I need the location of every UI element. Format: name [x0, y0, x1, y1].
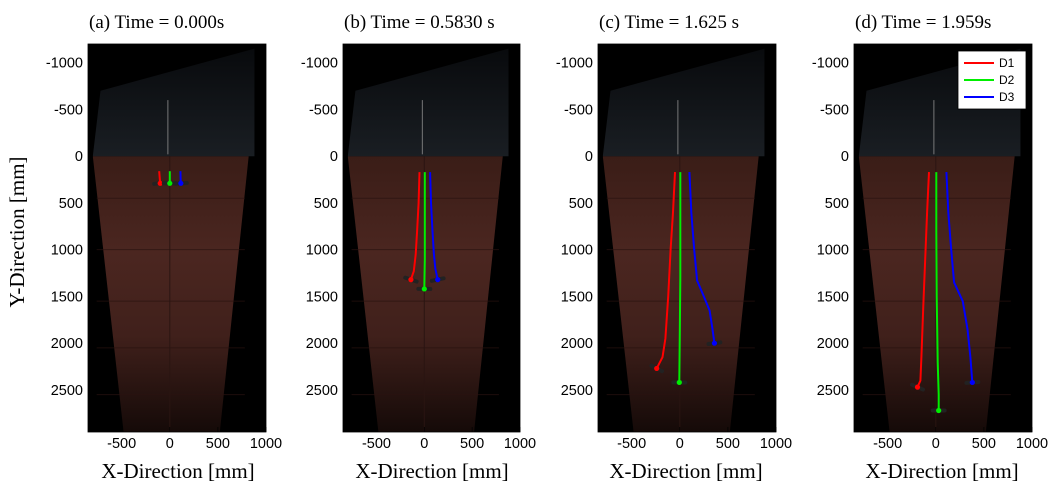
- x-tick-label: 0: [932, 436, 940, 452]
- series-line-d2: [678, 172, 682, 383]
- series-endpoint-d2: [421, 286, 427, 292]
- series-endpoint-d3: [178, 180, 184, 186]
- series-endpoint-d3: [435, 277, 441, 283]
- y-tick-label: -500: [564, 102, 593, 118]
- series-line-d2: [935, 172, 940, 411]
- series-line-d1: [409, 172, 421, 280]
- y-tick-label: -1000: [46, 56, 83, 72]
- x-axis-label-c: X-Direction [mm]: [609, 459, 762, 483]
- y-tick-label: -500: [820, 102, 849, 118]
- x-tick-label: -500: [107, 436, 136, 452]
- y-tick-label: 0: [585, 149, 593, 165]
- legend: D1 D2 D3: [957, 50, 1027, 110]
- background-wall: [602, 48, 765, 157]
- axes-frame: [342, 43, 521, 433]
- series-endpoint-d1: [654, 365, 660, 372]
- y-tick-label: 2000: [817, 336, 849, 352]
- y-tick-label: 1500: [306, 289, 338, 305]
- series-endpoint-d1: [408, 277, 414, 283]
- background-wall: [92, 48, 255, 157]
- x-tick-label: 1000: [1016, 436, 1048, 452]
- series-line-d1: [916, 172, 930, 388]
- x-tick-label: 0: [420, 436, 428, 452]
- panel-b: -1000 -500 0 500 1000 1500 2000 2500 -500 0 500 100…: [301, 12, 536, 452]
- y-tick-label: 1500: [817, 289, 849, 305]
- series-endpoint-d2: [676, 379, 682, 386]
- x-tick-label: 500: [716, 436, 740, 452]
- x-tick-label: 0: [166, 436, 174, 452]
- y-tick-label: 1000: [51, 243, 83, 259]
- y-tick-label: 500: [825, 196, 849, 212]
- x-tick-label: 500: [972, 436, 996, 452]
- x-tick-label: -500: [873, 436, 902, 452]
- y-tick-label: 1500: [51, 289, 83, 305]
- y-tick-label: 2000: [51, 336, 83, 352]
- wood-surface: [92, 156, 249, 433]
- x-tick-label: -500: [617, 436, 646, 452]
- axes-frame: [597, 43, 777, 433]
- y-tick-label: 2500: [817, 383, 849, 399]
- series-line-d2: [423, 172, 426, 290]
- y-tick-label: 500: [569, 196, 593, 212]
- y-tick-label: -500: [309, 102, 338, 118]
- axes-frame: [87, 43, 267, 433]
- x-tick-label: 500: [460, 436, 484, 452]
- y-tick-label: 0: [75, 149, 83, 165]
- series-endpoint-d2: [936, 407, 942, 414]
- panel-title: (c) Time = 1.625 s: [599, 12, 739, 33]
- series-endpoint-d3: [711, 340, 718, 346]
- y-tick-label: 0: [330, 149, 338, 165]
- series-endpoint-d3: [969, 379, 975, 386]
- panel-title: (d) Time = 1.959s: [855, 12, 991, 33]
- y-tick-label: -500: [54, 102, 83, 118]
- y-tick-label: -1000: [301, 56, 338, 72]
- y-tick-label: 2500: [561, 383, 593, 399]
- legend-label: D1: [999, 56, 1015, 70]
- background-wall: [347, 48, 509, 157]
- y-axis-label: Y-Direction [mm]: [5, 156, 29, 307]
- y-tick-label: 500: [59, 196, 83, 212]
- x-tick-label: 1000: [760, 436, 792, 452]
- x-axis-label-a: X-Direction [mm]: [101, 459, 254, 483]
- y-tick-label: 2000: [306, 336, 338, 352]
- axes-frame: [853, 43, 1033, 433]
- legend-label: D2: [999, 73, 1015, 87]
- legend-label: D3: [999, 90, 1015, 104]
- x-tick-label: 1000: [250, 436, 282, 452]
- y-tick-label: 1500: [561, 289, 593, 305]
- y-tick-label: -1000: [812, 56, 849, 72]
- series-endpoint-d1: [157, 180, 163, 186]
- y-tick-label: -1000: [556, 56, 593, 72]
- panel-title: (a) Time = 0.000s: [89, 12, 224, 33]
- y-tick-label: 2500: [306, 383, 338, 399]
- y-tick-label: 2000: [561, 336, 593, 352]
- series-endpoint-d2: [167, 180, 173, 186]
- x-tick-label: -500: [362, 436, 391, 452]
- y-tick-label: 500: [314, 196, 338, 212]
- series-line-d3: [688, 172, 716, 344]
- y-tick-label: 1000: [817, 243, 849, 259]
- x-axis-label-d: X-Direction [mm]: [865, 459, 1018, 483]
- x-tick-label: 1000: [504, 436, 536, 452]
- series-line-d3: [429, 172, 439, 280]
- y-tick-label: 2500: [51, 383, 83, 399]
- x-tick-label: 0: [676, 436, 684, 452]
- panel-c: -1000 -500 0 500 1000 1500 2000 2500 -500 0 500 100…: [556, 12, 792, 452]
- panel-a: -1000 -500 0 500 1000 1500 2000 2500 -500 0 500 100…: [46, 12, 282, 452]
- series-line-d1: [655, 172, 676, 369]
- series-endpoint-d1: [914, 384, 921, 390]
- wood-surface: [347, 156, 503, 433]
- y-tick-label: 1000: [306, 243, 338, 259]
- x-tick-label: 500: [206, 436, 230, 452]
- series-line-d3: [945, 172, 974, 383]
- y-tick-label: 1000: [561, 243, 593, 259]
- y-tick-label: 0: [841, 149, 849, 165]
- panel-d: -1000 -500 0 500 1000 1500 2000 2500 -500 0 500 100…: [812, 12, 1048, 452]
- x-axis-label-b: X-Direction [mm]: [355, 459, 508, 483]
- panel-title: (b) Time = 0.5830 s: [344, 12, 495, 33]
